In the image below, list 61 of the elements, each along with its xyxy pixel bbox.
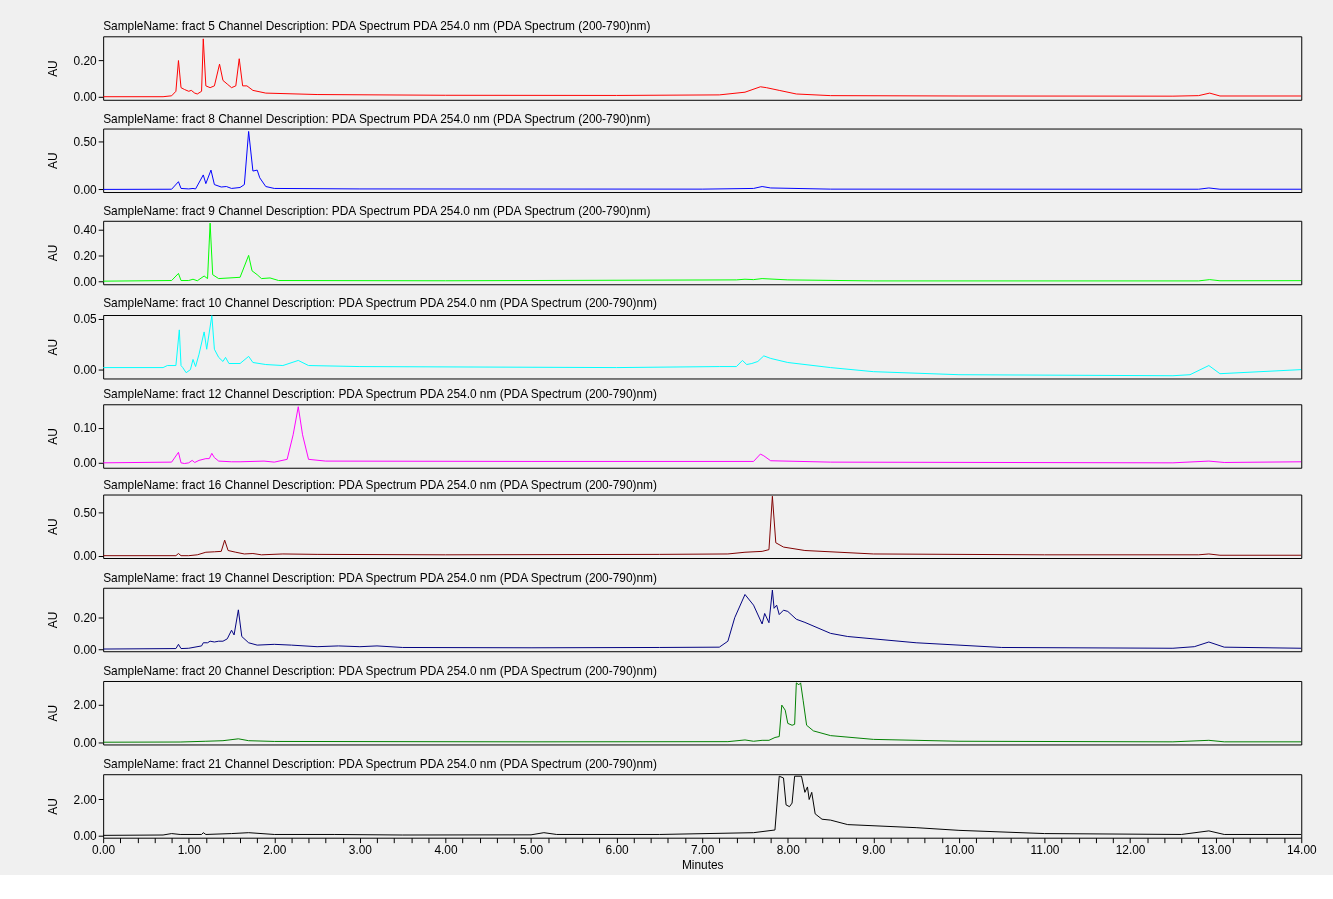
chart-title: SampleName: fract 20 Channel Description: PDA Spectrum PDA 254.0 nm (PDA Spectrum (200-790)nm): [103, 664, 658, 679]
line-series: [103, 495, 1302, 557]
y-axis-title: AU: [45, 704, 60, 722]
x-tick-label: 0.00: [92, 843, 116, 858]
chart-title: SampleName: fract 8 Channel Description: PDA Spectrum PDA 254.0 nm (PDA Spectrum (200-790)nm): [103, 111, 651, 126]
chart-title: SampleName: fract 19 Channel Description: PDA Spectrum PDA 254.0 nm (PDA Spectrum (200-790)nm): [103, 570, 658, 585]
chart-title: SampleName: fract 10 Channel Description: PDA Spectrum PDA 254.0 nm (PDA Spectrum (200-790)nm): [103, 295, 658, 310]
chart-title: SampleName: fract 21 Channel Description: PDA Spectrum PDA 254.0 nm (PDA Spectrum (200-790)nm): [103, 757, 658, 772]
line-series: [103, 589, 1302, 650]
y-axis-title: AU: [45, 244, 60, 262]
y-axis-title: AU: [45, 60, 60, 77]
x-axis-title: Minutes: [681, 857, 724, 872]
y-axis-title: AU: [45, 518, 60, 536]
x-tick-label: 9.00: [862, 843, 886, 858]
y-axis-title: AU: [45, 338, 60, 356]
line-series: [103, 406, 1302, 465]
y-tick-label: 0.00: [73, 182, 98, 197]
x-tick-label: 3.00: [348, 843, 373, 858]
y-axis-title: AU: [45, 611, 60, 629]
y-axis-title: AU: [45, 798, 60, 815]
x-tick-label: 4.00: [434, 843, 458, 858]
y-tick-label: 0.05: [73, 312, 98, 327]
x-tick-label: 13.00: [1201, 843, 1232, 858]
x-tick-label: 8.00: [776, 843, 801, 858]
y-tick-label: 0.00: [73, 456, 98, 471]
y-tick-label: 0.00: [73, 828, 98, 843]
x-tick-label: 1.00: [177, 843, 202, 858]
x-tick-label: 10.00: [944, 843, 975, 858]
line-series: [103, 130, 1302, 190]
y-tick-label: 0.20: [73, 248, 98, 263]
x-tick-label: 11.00: [1030, 843, 1060, 858]
x-tick-label: 7.00: [691, 843, 715, 858]
y-tick-label: 0.00: [73, 90, 98, 105]
line-series: [103, 315, 1302, 377]
x-tick-label: 5.00: [519, 843, 544, 858]
y-tick-label: 0.00: [73, 549, 98, 564]
y-tick-label: 0.00: [73, 735, 98, 750]
x-tick-label: 12.00: [1115, 843, 1146, 858]
y-tick-label: 0.20: [73, 54, 98, 69]
chart-title: SampleName: fract 5 Channel Description: PDA Spectrum PDA 254.0 nm (PDA Spectrum (200-790)nm): [103, 19, 651, 34]
x-tick-label: 6.00: [605, 843, 630, 858]
line-series: [103, 682, 1302, 743]
y-tick-label: 0.10: [73, 421, 98, 436]
y-tick-label: 0.50: [73, 506, 98, 521]
y-tick-label: 0.00: [73, 642, 98, 657]
y-axis-title: AU: [45, 152, 60, 170]
y-tick-label: 0.20: [73, 611, 98, 626]
y-tick-label: 0.40: [73, 223, 98, 238]
y-axis-title: AU: [45, 428, 60, 445]
y-tick-label: 0.00: [73, 274, 98, 289]
x-tick-label: 14.00: [1286, 843, 1318, 858]
line-series: [103, 222, 1302, 282]
chart-title: SampleName: fract 12 Channel Description: PDA Spectrum PDA 254.0 nm (PDA Spectrum (200-790)nm): [103, 387, 658, 402]
chart-title: SampleName: fract 9 Channel Description: PDA Spectrum PDA 254.0 nm (PDA Spectrum (200-790)nm): [103, 203, 651, 218]
chart-title: SampleName: fract 16 Channel Description: PDA Spectrum PDA 254.0 nm (PDA Spectrum (200-790)nm): [103, 477, 658, 492]
y-tick-label: 0.50: [73, 134, 98, 149]
y-tick-label: 2.00: [73, 698, 98, 712]
y-tick-label: 2.00: [73, 792, 98, 807]
line-series: [103, 38, 1302, 98]
y-tick-label: 0.00: [73, 363, 98, 378]
x-tick-label: 2.00: [263, 843, 287, 858]
